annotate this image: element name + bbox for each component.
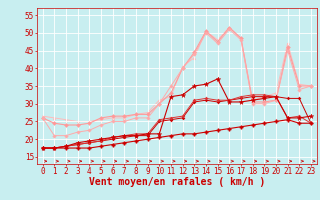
X-axis label: Vent moyen/en rafales ( km/h ): Vent moyen/en rafales ( km/h ) <box>89 177 265 187</box>
